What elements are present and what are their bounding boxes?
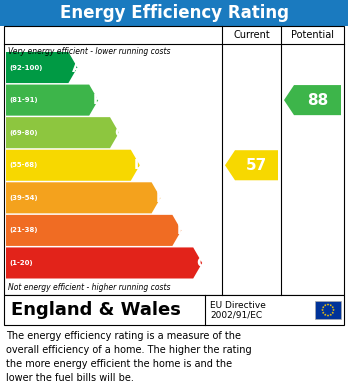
Text: C: C [114,126,124,140]
Polygon shape [327,314,329,317]
Text: (21-38): (21-38) [9,228,38,233]
Polygon shape [322,311,325,314]
Text: (55-68): (55-68) [9,162,37,168]
Polygon shape [331,306,334,308]
Text: 57: 57 [246,158,267,173]
Polygon shape [324,313,326,316]
FancyBboxPatch shape [4,26,344,295]
Polygon shape [332,308,335,311]
Text: (39-54): (39-54) [9,195,38,201]
Text: (69-80): (69-80) [9,130,38,136]
Text: 2002/91/EC: 2002/91/EC [210,310,262,319]
Polygon shape [6,150,140,181]
FancyBboxPatch shape [0,0,348,26]
Text: G: G [197,256,208,270]
FancyBboxPatch shape [315,301,341,319]
Polygon shape [324,304,326,307]
Text: Current: Current [233,30,270,40]
Polygon shape [6,248,202,278]
Text: England & Wales: England & Wales [11,301,181,319]
Text: D: D [134,158,145,172]
Text: Not energy efficient - higher running costs: Not energy efficient - higher running co… [8,283,171,292]
Text: (81-91): (81-91) [9,97,38,103]
Text: Very energy efficient - lower running costs: Very energy efficient - lower running co… [8,47,171,56]
Polygon shape [330,304,332,307]
Polygon shape [327,303,329,306]
Polygon shape [6,215,181,246]
Polygon shape [6,52,77,83]
Polygon shape [322,306,325,308]
Text: Energy Efficiency Rating: Energy Efficiency Rating [60,4,288,22]
Text: 88: 88 [307,93,328,108]
Text: F: F [177,223,186,237]
Text: The energy efficiency rating is a measure of the
overall efficiency of a home. T: The energy efficiency rating is a measur… [6,331,252,383]
Text: (92-100): (92-100) [9,65,42,70]
Text: A: A [72,61,83,75]
Polygon shape [225,150,278,180]
Text: (1-20): (1-20) [9,260,33,266]
Polygon shape [331,311,334,314]
Text: Potential: Potential [291,30,334,40]
Polygon shape [6,117,119,148]
Polygon shape [6,84,98,116]
Polygon shape [284,85,341,115]
Polygon shape [6,182,160,213]
Text: EU Directive: EU Directive [210,301,266,310]
Text: B: B [93,93,103,107]
Text: E: E [156,191,165,205]
Polygon shape [330,313,332,316]
FancyBboxPatch shape [4,295,344,325]
Polygon shape [321,308,324,311]
